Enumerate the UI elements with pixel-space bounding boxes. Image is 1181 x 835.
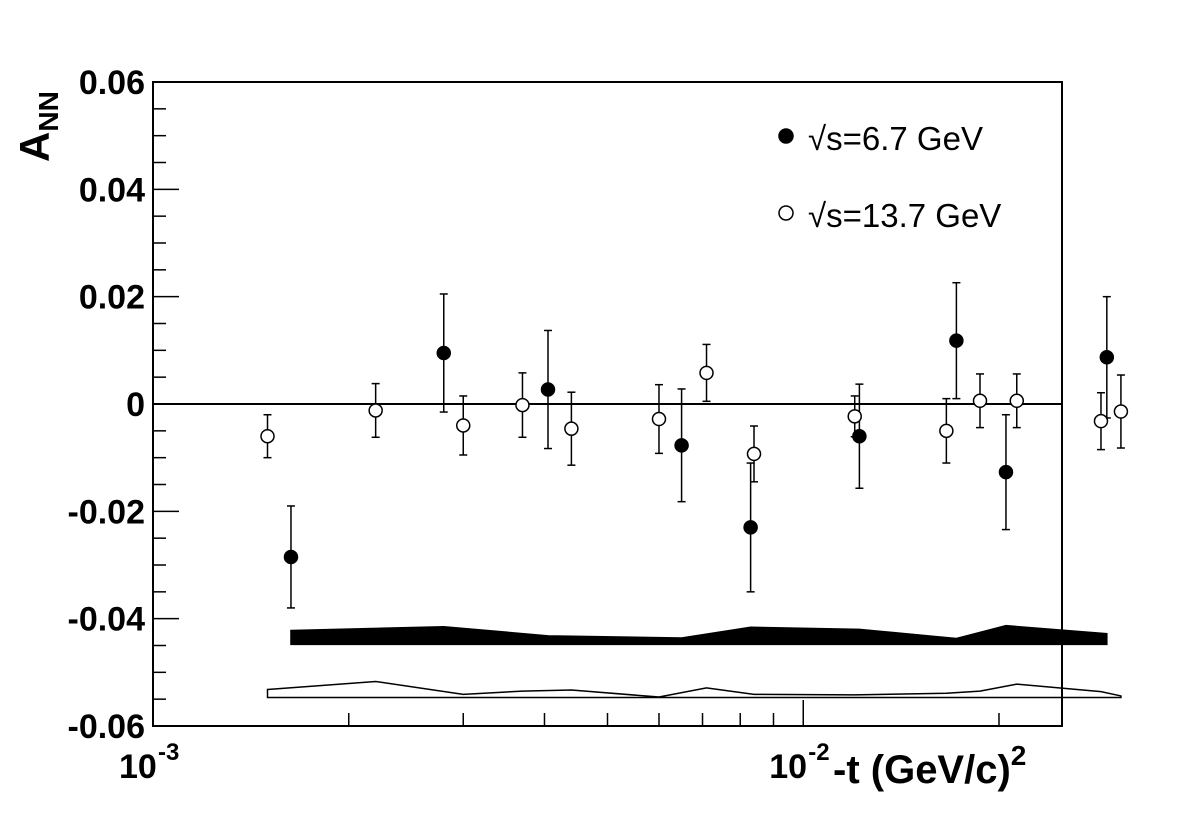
legend-item-series-2: √s=13.7 GeV bbox=[778, 197, 1001, 234]
data-point-series-1 bbox=[949, 281, 964, 400]
y-axis-label-sub: NN bbox=[33, 91, 64, 132]
y-axis-label: ANN bbox=[11, 72, 72, 162]
y-tick-label: 0 bbox=[126, 386, 145, 424]
open-marker bbox=[939, 423, 954, 439]
open-marker bbox=[515, 397, 530, 413]
axis-ticks bbox=[152, 81, 1000, 727]
x-axis-label-main: -t (GeV/c) bbox=[833, 748, 1011, 792]
data-point-series-2 bbox=[651, 383, 667, 455]
open-marker bbox=[746, 446, 762, 462]
data-point-series-1 bbox=[436, 293, 452, 413]
y-tick-label: -0.06 bbox=[68, 708, 146, 746]
open-marker bbox=[651, 411, 667, 427]
data-point-series-2 bbox=[564, 391, 579, 466]
data-point-series-2 bbox=[455, 395, 471, 456]
data-point-series-2 bbox=[260, 413, 275, 459]
legend-open-marker bbox=[778, 205, 794, 221]
open-marker bbox=[1093, 413, 1109, 429]
data-point-series-1 bbox=[540, 329, 556, 450]
legend-filled-marker bbox=[778, 128, 794, 144]
open-marker bbox=[260, 428, 275, 444]
open-marker bbox=[455, 418, 471, 433]
data-point-series-1 bbox=[283, 505, 299, 609]
open-marker bbox=[1113, 404, 1129, 419]
x-tick-label: 10 -3 bbox=[119, 739, 179, 786]
data-point-series-1 bbox=[1099, 295, 1115, 419]
filled-marker bbox=[949, 333, 964, 348]
systematic-bands bbox=[266, 624, 1122, 699]
legend-label: √s=6.7 GeV bbox=[808, 120, 983, 157]
legend: √s=6.7 GeV √s=13.7 GeV bbox=[778, 120, 1001, 234]
x-tick-labels: 10 -3 10 -2 bbox=[119, 739, 830, 786]
y-tick-label: -0.04 bbox=[68, 601, 146, 639]
data-point-series-1 bbox=[998, 413, 1014, 531]
y-tick-label: -0.02 bbox=[68, 493, 146, 531]
data-point-series-2 bbox=[1093, 391, 1109, 451]
data-point-series-2 bbox=[1009, 373, 1025, 429]
x-tick-label-exponent: -2 bbox=[808, 739, 829, 766]
data-points bbox=[260, 281, 1129, 609]
data-point-series-2 bbox=[746, 425, 762, 483]
x-tick-label-exponent: -3 bbox=[158, 739, 179, 766]
x-tick-label: 10 -2 bbox=[769, 739, 829, 786]
y-tick-label: 0.06 bbox=[79, 64, 145, 102]
filled-marker bbox=[674, 438, 689, 453]
data-point-series-2 bbox=[368, 382, 383, 439]
data-point-series-1 bbox=[674, 388, 689, 503]
open-marker bbox=[368, 403, 383, 418]
open-marker bbox=[564, 421, 579, 436]
y-tick-label: 0.02 bbox=[79, 279, 145, 317]
x-axis-label: -t (GeV/c)2 bbox=[833, 740, 1026, 793]
legend-item-series-1: √s=6.7 GeV bbox=[778, 120, 983, 157]
open-marker bbox=[1009, 393, 1025, 409]
y-axis-label-main: A bbox=[11, 131, 58, 162]
y-tick-labels: 0.06 0.04 0.02 0 -0.02 -0.04 -0.06 bbox=[68, 64, 146, 746]
y-tick-label: 0.04 bbox=[79, 171, 145, 209]
open-marker bbox=[847, 409, 862, 424]
data-point-series-2 bbox=[515, 372, 530, 439]
data-point-series-2 bbox=[699, 343, 714, 403]
plot-frame bbox=[152, 81, 1063, 727]
open-marker bbox=[699, 365, 714, 381]
filled-marker bbox=[540, 382, 556, 397]
x-axis-label-sup: 2 bbox=[1010, 740, 1027, 771]
data-point-series-2 bbox=[939, 397, 954, 464]
systematic-band-series-2 bbox=[266, 680, 1122, 699]
data-point-series-2 bbox=[1113, 374, 1129, 449]
legend-label: √s=13.7 GeV bbox=[808, 197, 1001, 234]
data-point-series-2 bbox=[847, 395, 862, 438]
systematic-band-series-1 bbox=[290, 624, 1108, 646]
filled-marker bbox=[436, 345, 452, 361]
x-tick-label-base: 10 bbox=[769, 748, 807, 786]
data-point-series-2 bbox=[972, 373, 988, 429]
filled-marker bbox=[743, 520, 758, 535]
filled-marker bbox=[283, 549, 299, 565]
open-marker bbox=[972, 393, 988, 409]
filled-marker bbox=[1099, 350, 1115, 365]
data-point-series-1 bbox=[743, 462, 758, 593]
x-tick-label-base: 10 bbox=[119, 748, 157, 786]
filled-marker bbox=[998, 464, 1014, 480]
